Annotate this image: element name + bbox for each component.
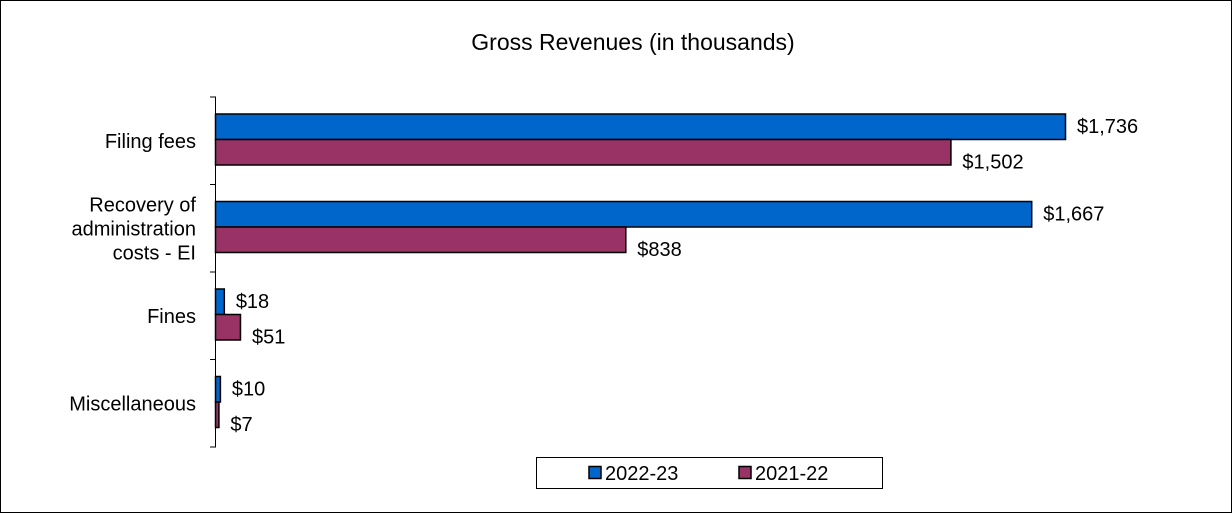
legend: 2022-23 2021-22 <box>536 457 883 489</box>
category-label: Fines <box>147 306 196 328</box>
legend-label: 2022-23 <box>605 463 678 485</box>
bar-2022-23 <box>214 375 222 403</box>
legend-swatch <box>738 465 752 480</box>
data-label: $51 <box>252 326 285 348</box>
data-label: $838 <box>637 239 682 261</box>
chart-title: Gross Revenues (in thousands) <box>471 29 794 55</box>
category-label: Miscellaneous <box>69 393 196 415</box>
data-label: $1,736 <box>1077 116 1138 138</box>
data-label: $1,502 <box>962 151 1023 173</box>
data-label: $1,667 <box>1043 203 1104 225</box>
legend-swatch <box>588 465 602 480</box>
legend-label: 2021-22 <box>755 463 828 485</box>
bar-2021-22 <box>214 226 627 254</box>
bar-2021-22 <box>214 138 952 166</box>
data-label: $7 <box>230 414 252 436</box>
bar-2021-22 <box>214 313 242 341</box>
bar-2022-23 <box>214 113 1067 141</box>
bar-2022-23 <box>214 200 1033 228</box>
category-label: Recovery of administration costs - EI <box>71 194 196 264</box>
bar-2022-23 <box>214 288 226 316</box>
category-label: Filing fees <box>105 131 196 153</box>
data-label: $18 <box>236 291 269 313</box>
data-label: $10 <box>232 378 265 400</box>
bar-2021-22 <box>214 401 220 429</box>
